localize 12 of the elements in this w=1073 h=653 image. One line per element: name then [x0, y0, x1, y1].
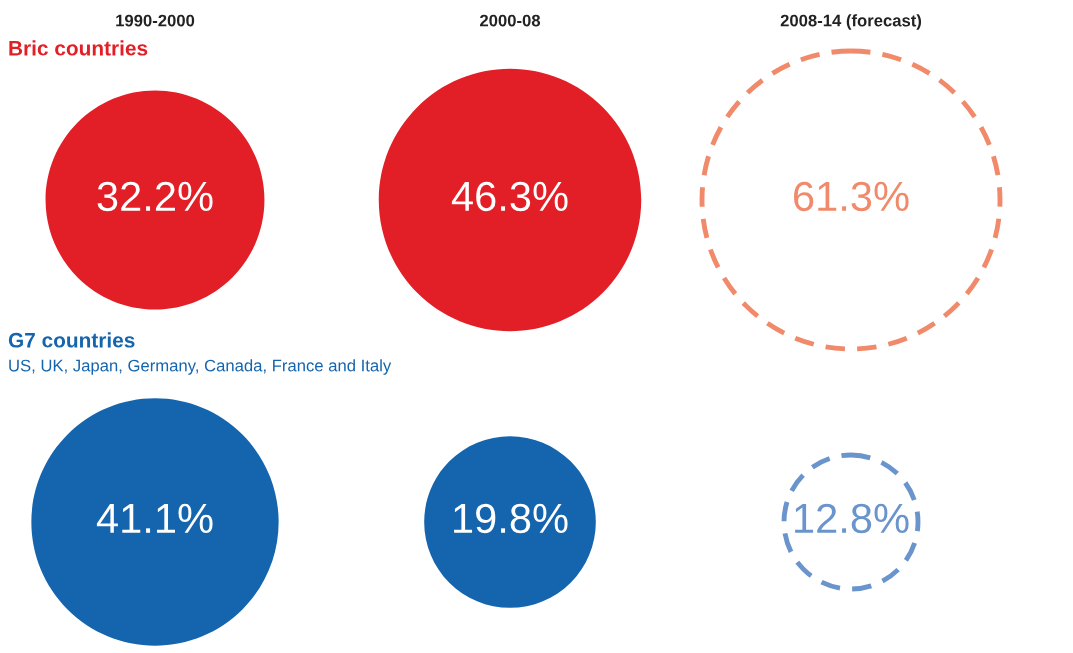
category-label: 2008-14 (forecast) — [780, 14, 922, 30]
category-label: 1990-2000 — [116, 14, 195, 27]
data-label: 61.3% — [794, 181, 909, 212]
series-label: Bric countries — [9, 40, 148, 56]
text: US, UK, Japan, Germany, Canada, France and Italy — [9, 359, 392, 375]
data-label: 46.3% — [451, 181, 568, 212]
data-label: 41.1% — [96, 503, 213, 534]
data-label: 19.8% — [454, 503, 568, 534]
data-label: 32.2% — [97, 181, 213, 212]
data-label: 12.8% — [795, 503, 909, 534]
category-label: 2000-08 — [480, 14, 541, 27]
text: G7 countries — [8, 332, 135, 348]
